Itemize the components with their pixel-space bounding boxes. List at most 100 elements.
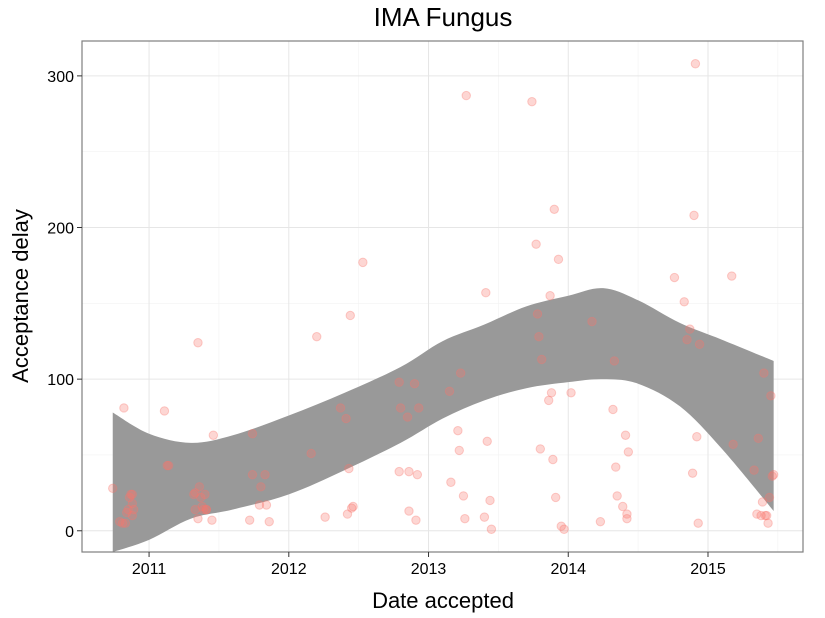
- data-point: [123, 504, 133, 515]
- data-point: [159, 406, 170, 416]
- data-point: [622, 509, 632, 519]
- data-point: [348, 501, 358, 512]
- data-point: [409, 378, 420, 389]
- data-point: [312, 331, 322, 342]
- data-point: [247, 469, 258, 480]
- data-point: [767, 471, 777, 481]
- data-point: [685, 324, 695, 334]
- data-point: [201, 504, 212, 515]
- confidence-band: [112, 288, 774, 552]
- data-point: [189, 489, 199, 500]
- data-point: [127, 498, 138, 509]
- data-point: [414, 403, 424, 413]
- data-point: [395, 403, 406, 413]
- data-point: [126, 489, 136, 500]
- data-point: [548, 454, 558, 465]
- data-point: [611, 462, 621, 472]
- data-point: [623, 447, 634, 457]
- data-point: [694, 339, 705, 349]
- data-point: [124, 492, 135, 503]
- data-point: [549, 204, 559, 215]
- data-point: [766, 391, 776, 401]
- data-point: [260, 469, 270, 480]
- data-point: [768, 469, 779, 480]
- data-point: [482, 436, 492, 447]
- data-point: [692, 432, 702, 442]
- data-point: [254, 500, 265, 510]
- data-point: [117, 518, 128, 528]
- data-point: [689, 210, 699, 221]
- plot-border: [81, 40, 804, 553]
- data-point: [120, 518, 131, 528]
- data-point: [757, 497, 768, 507]
- data-point: [609, 356, 620, 366]
- data-point: [454, 445, 464, 456]
- data-point: [679, 297, 689, 307]
- data-point: [127, 510, 138, 521]
- data-point: [608, 404, 618, 415]
- data-point: [550, 492, 561, 503]
- data-point: [163, 460, 174, 471]
- data-point: [256, 482, 266, 492]
- data-point: [485, 495, 495, 506]
- data-point: [244, 515, 255, 525]
- data-point: [587, 316, 597, 327]
- x-tick-label: 2014: [550, 561, 586, 578]
- data-point: [595, 516, 606, 527]
- data-point: [752, 509, 762, 519]
- data-point: [763, 518, 773, 528]
- data-point: [394, 466, 404, 477]
- data-point: [545, 291, 555, 301]
- data-point: [128, 504, 139, 515]
- data-point: [764, 492, 775, 503]
- data-point: [453, 425, 463, 436]
- data-point: [342, 509, 353, 519]
- data-point: [727, 271, 737, 281]
- data-point: [261, 500, 272, 510]
- data-point: [345, 310, 355, 321]
- data-point: [461, 90, 471, 101]
- data-point: [358, 257, 368, 268]
- x-tick-label: 2011: [132, 561, 167, 578]
- data-point: [532, 309, 543, 319]
- data-point: [620, 430, 631, 440]
- data-point: [162, 460, 172, 471]
- data-points: [108, 59, 779, 534]
- data-point: [622, 513, 632, 524]
- data-point: [335, 403, 346, 413]
- data-point: [411, 515, 421, 525]
- chart-title: IMA Fungus: [374, 2, 513, 32]
- data-point: [320, 512, 330, 522]
- data-point: [190, 504, 200, 515]
- data-point: [127, 489, 138, 500]
- x-tick-label: 2015: [690, 561, 726, 578]
- data-point: [201, 504, 212, 515]
- data-point: [264, 516, 274, 527]
- data-point: [404, 466, 414, 477]
- data-point: [534, 331, 544, 342]
- data-point: [546, 388, 557, 398]
- data-point: [193, 338, 203, 348]
- y-tick-label: 100: [47, 372, 74, 389]
- data-point: [669, 272, 680, 283]
- data-point: [247, 429, 258, 439]
- data-point: [556, 521, 566, 531]
- x-tick-label: 2012: [271, 561, 307, 578]
- data-point: [119, 403, 129, 413]
- data-point: [481, 288, 491, 298]
- data-point: [196, 492, 206, 503]
- data-point: [460, 513, 470, 524]
- data-point: [194, 482, 205, 492]
- data-point: [122, 507, 132, 518]
- data-point: [193, 513, 203, 524]
- x-tick-label: 2013: [411, 561, 447, 578]
- y-tick-label: 200: [47, 221, 74, 238]
- data-point: [682, 335, 692, 345]
- data-point: [208, 430, 219, 440]
- data-point: [412, 469, 423, 480]
- data-point: [458, 491, 469, 501]
- data-point: [527, 96, 537, 107]
- data-point: [612, 491, 622, 501]
- data-point: [566, 388, 576, 398]
